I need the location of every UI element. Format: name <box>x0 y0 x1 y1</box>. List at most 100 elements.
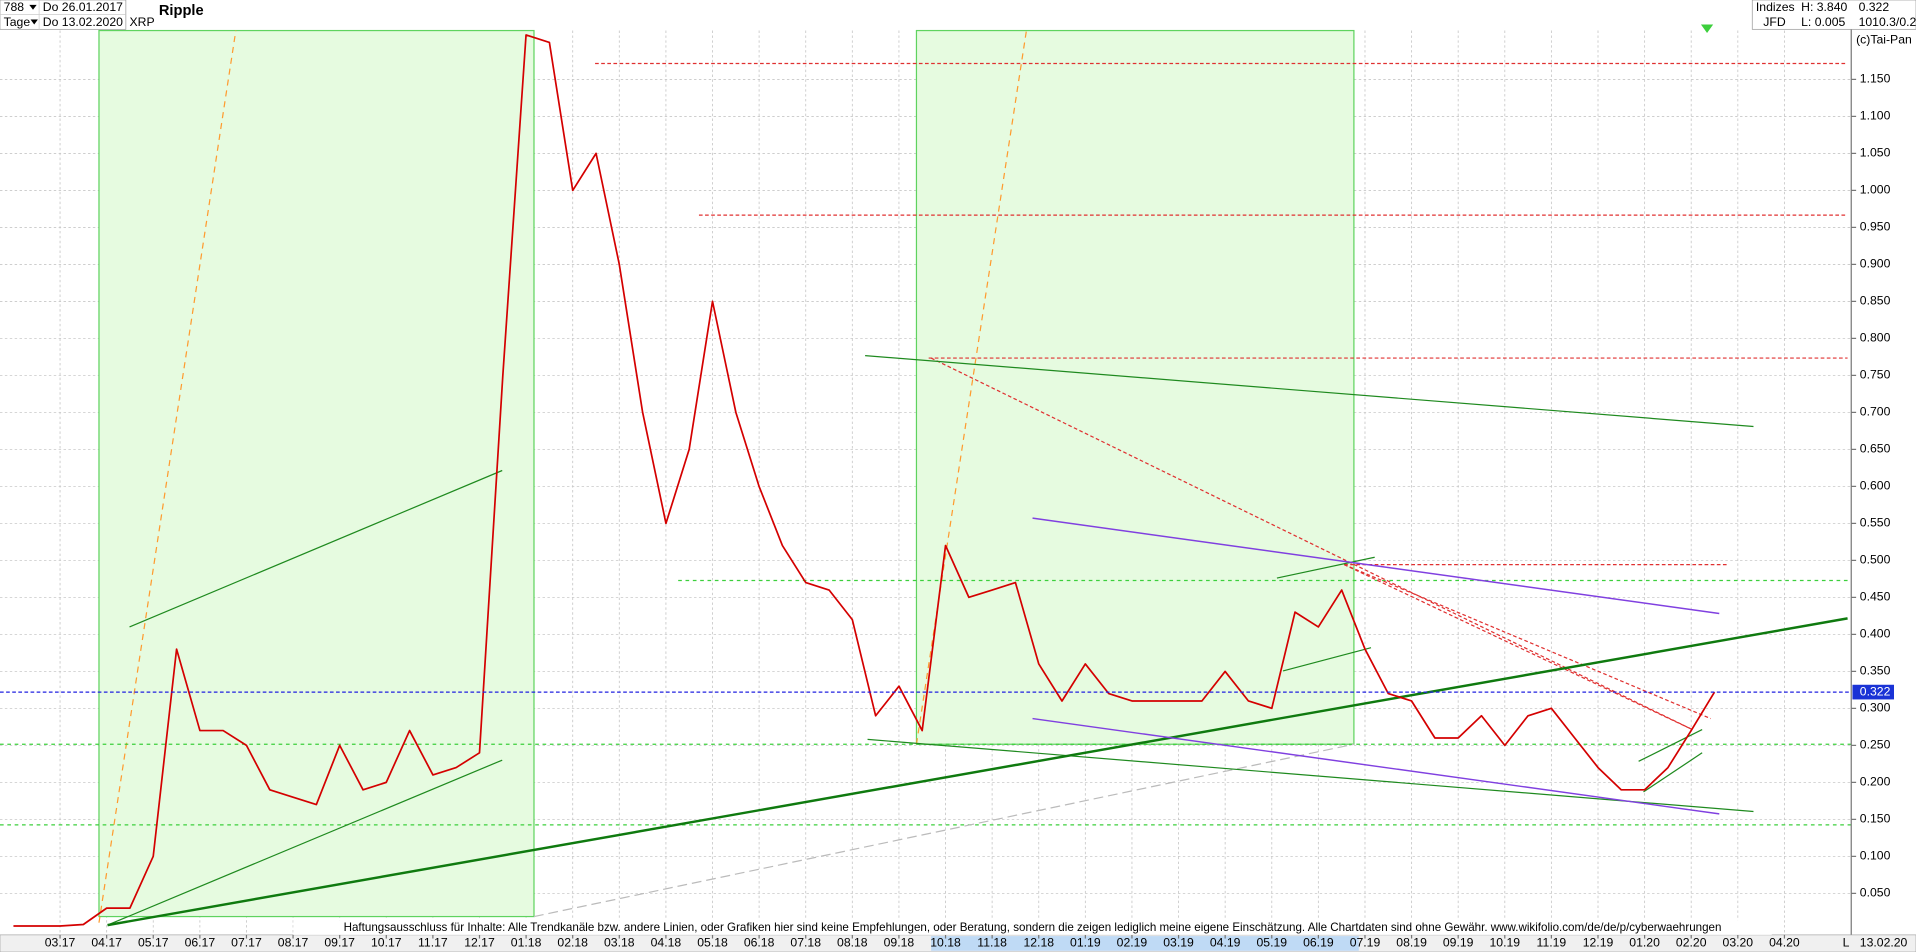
x-tick-label: 02.19 <box>1117 936 1148 950</box>
x-tick-label: 01.18 <box>511 936 542 950</box>
x-tick-label: 11.18 <box>977 936 1007 950</box>
y-tick-label: 1.150 <box>1860 72 1891 86</box>
x-tick-label: 09.18 <box>884 936 915 950</box>
x-tick-label: 07.18 <box>790 936 821 950</box>
scale-button[interactable]: L <box>1843 936 1850 950</box>
period[interactable]: Tage <box>4 15 31 29</box>
trend-line <box>1032 517 1720 615</box>
x-tick-label: 11.17 <box>418 936 448 950</box>
x-tick-label: 01.20 <box>1629 936 1660 950</box>
info-box <box>1751 0 1916 30</box>
trend-line <box>867 738 1754 813</box>
y-tick-label: 0.250 <box>1860 738 1891 752</box>
x-tick-label: 04.17 <box>91 936 122 950</box>
x-tick-label: 02.18 <box>557 936 588 950</box>
dropdown-arrow[interactable] <box>29 4 37 10</box>
price-line <box>13 34 1716 927</box>
end-date: 13.02.20 <box>1860 936 1908 950</box>
y-tick-label: 0.500 <box>1860 553 1891 567</box>
y-tick-label: 0.050 <box>1860 886 1891 900</box>
y-tick-label: 0.450 <box>1860 590 1891 604</box>
y-tick-label: 0.750 <box>1860 368 1891 382</box>
x-tick-label: 04.20 <box>1769 936 1800 950</box>
trend-line <box>1638 729 1703 762</box>
x-tick-label: 03.19 <box>1163 936 1194 950</box>
copyright: (c)Tai-Pan <box>1856 33 1912 47</box>
annotation-box <box>293 920 1772 935</box>
y-tick-label: 1.050 <box>1860 146 1891 160</box>
x-axis-highlight <box>931 936 1359 951</box>
y-tick-label: 0.700 <box>1860 405 1891 419</box>
x-tick-label: 02.20 <box>1676 936 1707 950</box>
symbol: XRP <box>130 15 155 29</box>
trend-line <box>1643 752 1703 793</box>
annotation: Haftungsausschluss für Inhalte: Alle Tre… <box>344 921 1722 934</box>
y-tick-label: 0.600 <box>1860 479 1891 493</box>
y-tick-label: 1.000 <box>1860 183 1891 197</box>
x-tick-label: 09.19 <box>1443 936 1474 950</box>
x-tick-label: 12.17 <box>464 936 495 950</box>
y-axis-panel <box>1851 0 1916 952</box>
x-tick-label: 08.17 <box>278 936 309 950</box>
y-tick-label: 0.900 <box>1860 257 1891 271</box>
y-tick-label: 0.800 <box>1860 331 1891 345</box>
high: H: 3.840 <box>1801 0 1847 14</box>
trend-line <box>107 617 1848 927</box>
y-tick-label: 0.200 <box>1860 775 1891 789</box>
axes: 0.050 0.100 0.150 0.200 0.250 0.300 0.350 0.400… <box>45 72 1895 950</box>
dropdown-arrow[interactable] <box>30 19 38 25</box>
x-tick-label: 10.17 <box>371 936 402 950</box>
y-tick-label: 0.850 <box>1860 294 1891 308</box>
y-tick-label: 0.400 <box>1860 627 1891 641</box>
y-tick-label: 1.100 <box>1860 109 1891 123</box>
x-tick-label: 07.17 <box>231 936 262 950</box>
y-tick-label: 0.150 <box>1860 812 1891 826</box>
y-tick-label: 0.100 <box>1860 849 1891 863</box>
trend-line <box>1343 564 1693 731</box>
x-tick-label: 03.20 <box>1723 936 1754 950</box>
info: 1010.3/0.2 <box>1859 15 1916 29</box>
x-tick-label: 06.19 <box>1303 936 1334 950</box>
trend-line <box>1343 564 1711 720</box>
x-tick-label: 04.19 <box>1210 936 1241 950</box>
y-tick-label: 0.650 <box>1860 442 1891 456</box>
trend-line <box>129 469 503 628</box>
chart-title: Ripple <box>159 3 204 19</box>
x-tick-label: 06.18 <box>744 936 775 950</box>
x-tick-label: 03.17 <box>45 936 76 950</box>
marker <box>1700 24 1714 33</box>
x-tick-label: 01.19 <box>1070 936 1101 950</box>
y-tick-label: 0.950 <box>1860 220 1891 234</box>
to-date: Do 13.02.2020 <box>43 15 123 29</box>
x-tick-label: 06.17 <box>185 936 216 950</box>
y-tick-label: 0.550 <box>1860 516 1891 530</box>
last-price: 0.322 <box>1859 0 1890 14</box>
trend-line <box>107 759 503 926</box>
group: Indizes <box>1756 0 1795 14</box>
x-tick-label: 05.19 <box>1256 936 1287 950</box>
source: JFD <box>1763 15 1786 29</box>
x-tick-label: 10.18 <box>930 936 961 950</box>
bar-count[interactable]: 788 <box>4 0 25 14</box>
y-tick-label: 0.300 <box>1860 701 1891 715</box>
x-tick-label: 07.19 <box>1350 936 1381 950</box>
fan-line <box>98 30 237 923</box>
x-tick-label: 08.19 <box>1396 936 1427 950</box>
last-price-label: 0.322 <box>1860 684 1891 698</box>
trend-line <box>1276 556 1375 579</box>
series <box>0 34 1852 927</box>
trend-line <box>1282 647 1372 672</box>
x-tick-label: 05.17 <box>138 936 169 950</box>
x-tick-label: 09.17 <box>324 936 355 950</box>
zone <box>915 29 1355 745</box>
low: L: 0.005 <box>1801 15 1845 29</box>
trendlines <box>0 24 1852 927</box>
x-tick-label: 04.18 <box>651 936 682 950</box>
x-tick-label: 05.18 <box>697 936 728 950</box>
x-tick-label: 03.18 <box>604 936 635 950</box>
y-tick-label: 0.350 <box>1860 664 1891 678</box>
x-tick-label: 12.19 <box>1583 936 1614 950</box>
x-tick-label: 11.19 <box>1537 936 1567 950</box>
